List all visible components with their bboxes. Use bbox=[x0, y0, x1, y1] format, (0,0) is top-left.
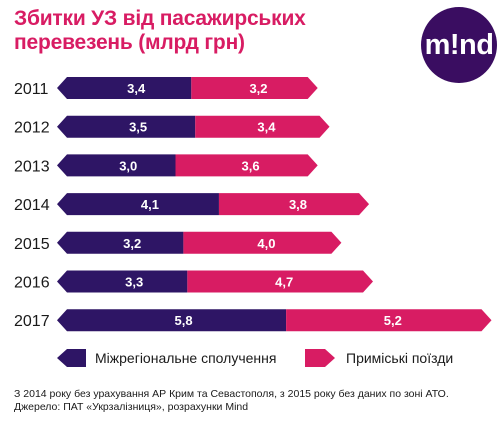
bar-suburban-2013 bbox=[175, 154, 318, 177]
year-label-2016: 2016 bbox=[14, 275, 50, 292]
value-interregional-2012: 3,5 bbox=[129, 120, 147, 135]
bar-interregional-2017 bbox=[57, 309, 287, 332]
value-interregional-2015: 3,2 bbox=[123, 236, 141, 251]
bar-interregional-2016 bbox=[57, 270, 188, 293]
bar-interregional-2014 bbox=[57, 193, 219, 216]
legend-swatch-suburban bbox=[305, 349, 335, 367]
bar-suburban-2012 bbox=[195, 115, 330, 138]
bar-suburban-2014 bbox=[218, 193, 370, 216]
value-suburban-2011: 3,2 bbox=[249, 81, 267, 96]
value-suburban-2012: 3,4 bbox=[257, 120, 276, 135]
stacked-bar-chart: 2011 3,4 3,2 2012 3,5 3,4 2013 3,0 3,6 2014 4,1 3,8… bbox=[14, 77, 492, 367]
value-interregional-2016: 3,3 bbox=[125, 275, 143, 290]
year-label-2015: 2015 bbox=[14, 236, 50, 253]
value-suburban-2013: 3,6 bbox=[242, 158, 260, 173]
value-suburban-2017: 5,2 bbox=[384, 313, 402, 328]
value-suburban-2015: 4,0 bbox=[257, 236, 275, 251]
year-label-2017: 2017 bbox=[14, 313, 50, 330]
title-line-1: Збитки УЗ від пасажирських bbox=[14, 7, 306, 30]
year-label-2014: 2014 bbox=[14, 197, 50, 214]
legend-label-suburban: Приміські поїзди bbox=[346, 350, 453, 366]
bar-interregional-2013 bbox=[57, 154, 176, 177]
bar-suburban-2017 bbox=[286, 309, 492, 332]
legend-label-interregional: Міжрегіональне сполучення bbox=[95, 350, 276, 366]
chart-title: Збитки УЗ від пасажирських перевезень (м… bbox=[14, 7, 414, 55]
mind-logo: m!nd bbox=[421, 7, 497, 83]
year-label-2013: 2013 bbox=[14, 158, 50, 175]
footnote: З 2014 року без урахування АР Крим та Се… bbox=[14, 388, 494, 414]
value-suburban-2014: 3,8 bbox=[289, 197, 307, 212]
value-suburban-2016: 4,7 bbox=[275, 275, 293, 290]
bar-suburban-2015 bbox=[183, 231, 342, 254]
value-interregional-2017: 5,8 bbox=[175, 313, 193, 328]
bar-interregional-2015 bbox=[57, 231, 184, 254]
bar-interregional-2012 bbox=[57, 115, 196, 138]
bar-suburban-2011 bbox=[191, 77, 318, 99]
value-interregional-2011: 3,4 bbox=[127, 81, 146, 96]
footnote-note: З 2014 року без урахування АР Крим та Се… bbox=[14, 388, 449, 400]
value-interregional-2013: 3,0 bbox=[119, 158, 137, 173]
legend-swatch-interregional bbox=[57, 349, 86, 367]
year-label-2012: 2012 bbox=[14, 120, 50, 137]
bar-suburban-2016 bbox=[187, 270, 373, 293]
footnote-source: Джерело: ПАТ «Укрзалізниця», розрахунки … bbox=[14, 401, 249, 413]
year-label-2011: 2011 bbox=[14, 81, 49, 98]
bar-interregional-2011 bbox=[57, 77, 192, 99]
value-interregional-2014: 4,1 bbox=[141, 197, 159, 212]
title-line-2: перевезень (млрд грн) bbox=[14, 31, 245, 54]
